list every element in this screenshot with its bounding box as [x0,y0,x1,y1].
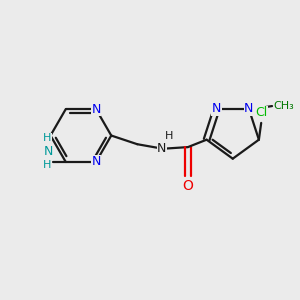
Text: H: H [165,131,173,141]
Text: N: N [157,142,167,155]
Text: O: O [182,179,193,193]
Text: CH₃: CH₃ [274,101,294,111]
Text: Cl: Cl [255,106,267,119]
Text: N: N [212,103,221,116]
Text: N: N [244,103,254,116]
Text: H: H [43,133,51,143]
Text: N: N [44,145,53,158]
Text: H: H [43,160,51,170]
Text: N: N [92,155,101,168]
Text: N: N [92,103,101,116]
